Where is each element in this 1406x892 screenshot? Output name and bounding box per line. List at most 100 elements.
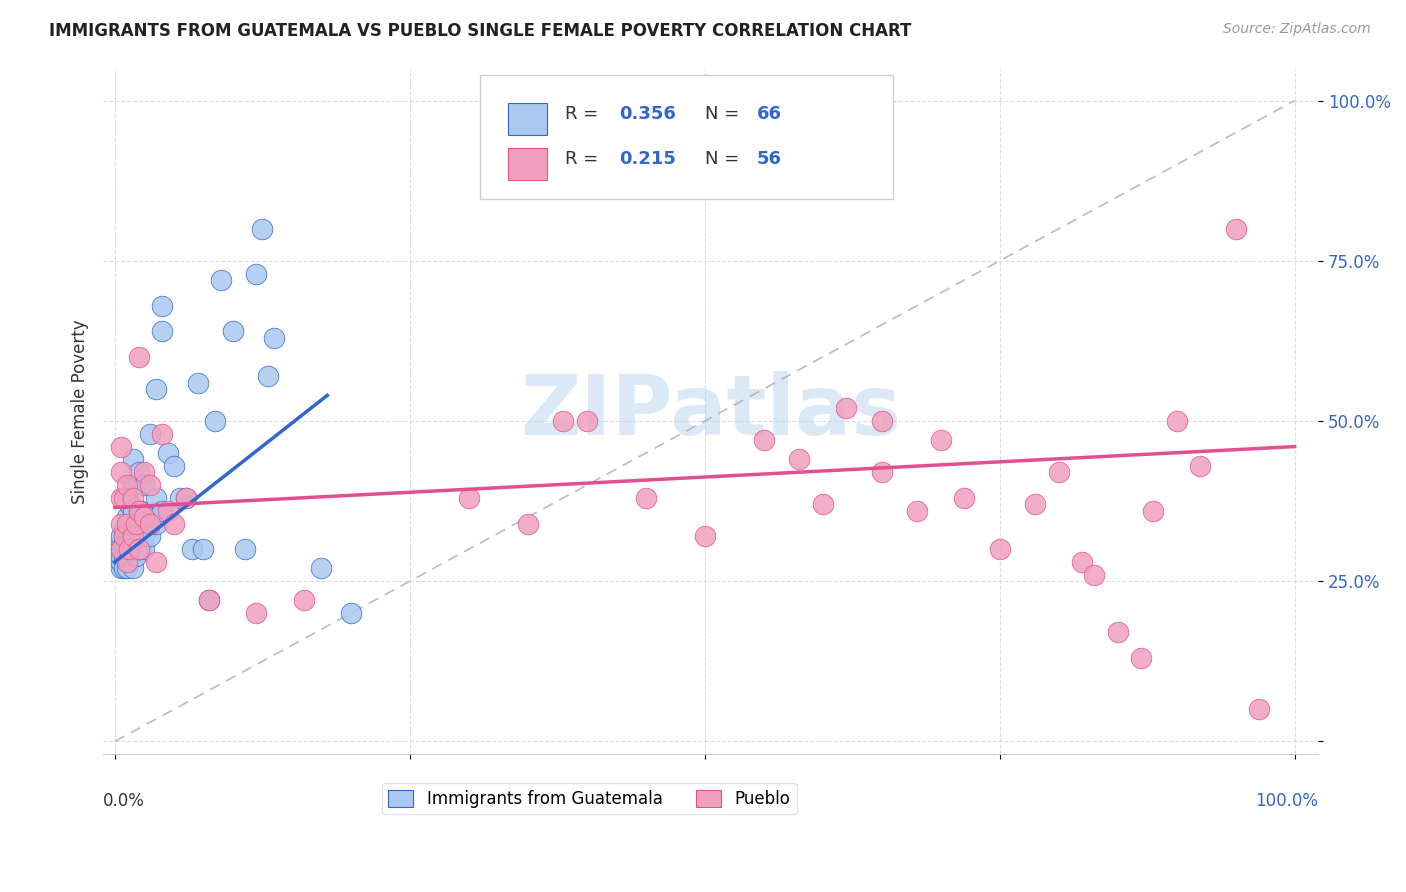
Point (1107, 625, 1129, 640)
Point (110, 561, 132, 575)
Point (134, 529, 156, 543)
Point (245, 267, 267, 281)
Text: N =: N = (704, 150, 745, 168)
Point (139, 529, 162, 543)
Y-axis label: Single Female Poverty: Single Female Poverty (72, 319, 89, 504)
Point (180, 542, 202, 557)
Point (245, 606, 267, 620)
Point (150, 324, 173, 338)
Point (134, 510, 156, 524)
Point (110, 440, 132, 454)
Point (1225, 221, 1247, 235)
Point (787, 452, 810, 467)
Point (634, 491, 657, 505)
Point (121, 452, 143, 467)
Point (125, 516, 148, 531)
Point (110, 542, 132, 557)
Point (115, 561, 138, 575)
Point (1249, 702, 1271, 716)
Point (340, 606, 363, 620)
Point (128, 542, 150, 557)
Point (988, 542, 1011, 557)
Point (516, 516, 538, 531)
Point (222, 324, 245, 338)
Text: 0.0%: 0.0% (103, 792, 145, 810)
Point (134, 542, 156, 557)
Point (252, 221, 274, 235)
Point (134, 510, 156, 524)
Point (263, 331, 285, 345)
Point (112, 523, 135, 537)
Point (125, 549, 148, 563)
Point (145, 555, 167, 569)
Point (163, 516, 186, 531)
Text: ZIPatlas: ZIPatlas (520, 371, 901, 452)
Point (150, 504, 173, 518)
Point (121, 561, 143, 575)
Point (110, 491, 132, 505)
FancyBboxPatch shape (508, 148, 547, 179)
Point (134, 465, 156, 479)
Point (112, 535, 135, 549)
Point (198, 593, 221, 607)
Text: 0.356: 0.356 (620, 105, 676, 123)
Text: 0.215: 0.215 (620, 150, 676, 168)
Point (575, 414, 598, 428)
Point (115, 535, 138, 549)
Point (128, 504, 150, 518)
Point (128, 542, 150, 557)
Point (193, 542, 215, 557)
Point (115, 510, 138, 524)
Point (115, 516, 138, 531)
Point (145, 491, 167, 505)
Point (129, 504, 152, 518)
Point (110, 516, 132, 531)
Point (233, 542, 256, 557)
Point (156, 504, 179, 518)
Point (174, 491, 197, 505)
Point (204, 414, 226, 428)
Point (121, 542, 143, 557)
Point (110, 465, 132, 479)
Point (112, 549, 135, 563)
Point (145, 516, 167, 531)
Text: 100.0%: 100.0% (1256, 792, 1319, 810)
Point (128, 523, 150, 537)
Point (198, 593, 221, 607)
Point (150, 299, 173, 313)
Point (115, 549, 138, 563)
Point (115, 555, 138, 569)
Point (121, 523, 143, 537)
Point (1071, 555, 1094, 569)
Point (1130, 651, 1153, 665)
Legend: Immigrants from Guatemala, Pueblo: Immigrants from Guatemala, Pueblo (381, 783, 797, 814)
FancyBboxPatch shape (479, 76, 893, 199)
Point (121, 491, 143, 505)
Point (1189, 458, 1212, 473)
Point (311, 561, 333, 575)
Text: N =: N = (704, 105, 745, 123)
Point (118, 535, 141, 549)
Text: 66: 66 (756, 105, 782, 123)
Point (1166, 414, 1188, 428)
Point (1083, 567, 1105, 582)
Point (118, 497, 141, 511)
Text: R =: R = (565, 105, 605, 123)
Point (112, 491, 135, 505)
Point (118, 555, 141, 569)
Point (905, 504, 928, 518)
Point (150, 426, 173, 441)
Point (457, 491, 479, 505)
Point (1047, 465, 1070, 479)
Point (174, 491, 197, 505)
Text: R =: R = (565, 150, 605, 168)
Point (1142, 504, 1164, 518)
Point (139, 426, 162, 441)
Point (553, 414, 575, 428)
Point (186, 376, 208, 390)
Point (118, 542, 141, 557)
Point (125, 523, 148, 537)
Point (128, 465, 150, 479)
Point (112, 529, 135, 543)
Point (156, 446, 179, 460)
